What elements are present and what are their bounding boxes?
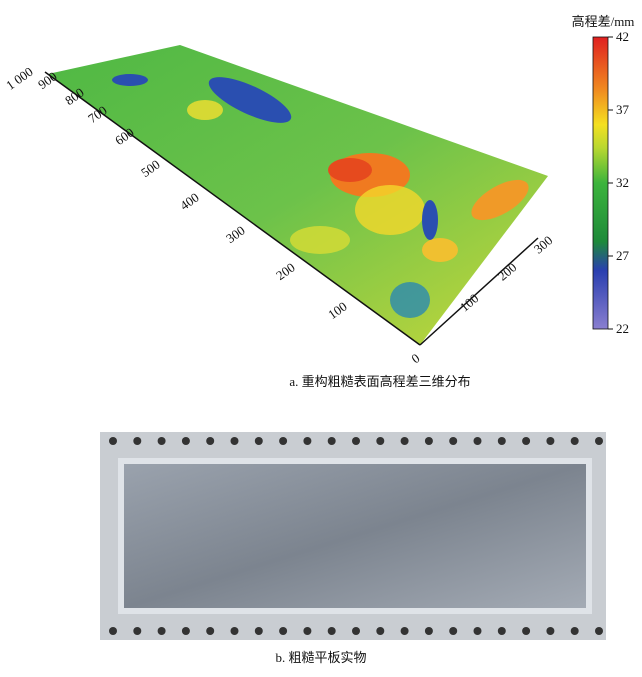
screw — [497, 627, 506, 635]
axis-tick-label: 100 — [457, 291, 482, 315]
screw — [109, 627, 117, 635]
axis-tick-label: 1 000 — [3, 64, 36, 93]
axis-tick-label: 500 — [138, 157, 163, 180]
screw — [303, 627, 312, 635]
colorbar-ticks: 42 37 32 27 22 — [608, 29, 630, 336]
screw — [133, 437, 142, 445]
screw — [254, 627, 263, 635]
screw — [376, 627, 385, 635]
screw — [206, 437, 215, 445]
screw — [181, 627, 190, 635]
axis-tick-label: 200 — [495, 260, 520, 284]
screw — [497, 437, 506, 445]
screw — [109, 437, 117, 445]
caption-b: b. 粗糙平板实物 — [275, 650, 366, 665]
axis-tick-label: 900 — [35, 69, 60, 92]
photo — [100, 432, 606, 640]
screw — [546, 437, 555, 445]
screw — [181, 437, 190, 445]
screw — [449, 627, 458, 635]
screw — [449, 437, 458, 445]
screw — [206, 627, 215, 635]
colorbar — [592, 36, 609, 330]
screw — [303, 437, 312, 445]
caption-a: a. 重构粗糙表面高程差三维分布 — [289, 374, 470, 389]
screw — [254, 437, 263, 445]
screw — [376, 437, 385, 445]
screw — [522, 437, 531, 445]
screw — [352, 627, 360, 635]
axis-tick-label: 0 — [408, 350, 422, 366]
screw — [230, 627, 239, 635]
axis-tick-label: 100 — [325, 299, 350, 322]
screw — [352, 437, 360, 445]
colorbar-tick-label: 37 — [616, 102, 630, 117]
screw — [279, 627, 288, 635]
screw — [327, 627, 336, 635]
screw — [157, 437, 166, 445]
screw — [424, 627, 433, 635]
screw — [133, 627, 142, 635]
screw — [522, 627, 531, 635]
colorbar-title: 高程差/mm — [572, 14, 635, 29]
screw — [400, 437, 409, 445]
screw — [400, 627, 409, 635]
colorbar-tick-label: 22 — [616, 321, 629, 336]
screw — [473, 627, 482, 635]
screw — [546, 627, 555, 635]
screw — [595, 627, 603, 635]
screw — [473, 437, 482, 445]
screw — [157, 627, 166, 635]
screw — [595, 437, 603, 445]
screw — [279, 437, 288, 445]
colorbar-tick-label: 32 — [616, 175, 629, 190]
screw — [230, 437, 239, 445]
axis-tick-label: 300 — [531, 233, 556, 257]
screw — [424, 437, 433, 445]
screw — [570, 627, 579, 635]
axes — [44, 71, 539, 346]
axis-tick-label: 400 — [177, 190, 202, 213]
colorbar-tick-label: 42 — [616, 29, 629, 44]
surface-plot — [48, 45, 548, 345]
colorbar-tick-label: 27 — [616, 248, 630, 263]
axis-tick-label: 200 — [273, 260, 298, 283]
screw — [327, 437, 336, 445]
screw — [570, 437, 579, 445]
axis-tick-label: 300 — [223, 223, 248, 246]
